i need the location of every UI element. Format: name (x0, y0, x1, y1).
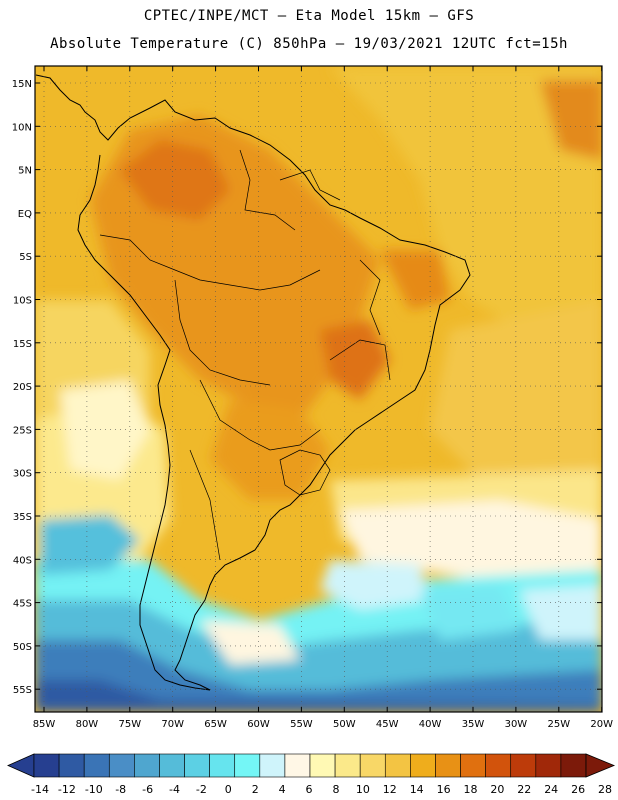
colorbar-label: 4 (279, 783, 286, 796)
colorbar-label: 22 (517, 783, 531, 796)
lat-label: 45S (13, 599, 32, 610)
lon-label: 45W (376, 719, 399, 730)
colorbar-swatch (234, 753, 261, 778)
lon-label: 65W (204, 719, 227, 730)
colorbar-swatch (410, 753, 436, 778)
colorbar-label: -14 (31, 783, 49, 796)
colorbar-label: 6 (306, 783, 313, 796)
colorbar-label: 24 (544, 783, 558, 796)
colorbar-label: 26 (571, 783, 585, 796)
colorbar-swatch (359, 753, 386, 778)
colorbar-label: 18 (464, 783, 478, 796)
colorbar-label: 20 (490, 783, 504, 796)
latitude-axis: 15N 10N 5N EQ 5S 10S 15S 20S 25S 30S 35S 40S 45S 50S 5… (12, 79, 602, 696)
colorbar-swatch (159, 753, 185, 778)
lat-label: 25S (13, 425, 32, 436)
colorbar-label: -2 (196, 783, 207, 796)
colorbar-swatch (485, 753, 512, 778)
lat-label: 20S (13, 382, 32, 393)
colorbar-swatch (209, 753, 236, 778)
lon-label: 30W (505, 719, 528, 730)
lat-label: 35S (13, 512, 32, 523)
lat-label: EQ (18, 209, 32, 220)
coastlines (35, 74, 471, 691)
longitude-axis: 85W 80W 75W 70W 65W 60W 55W 50W 45W 40W 35W 30W 25W 2… (33, 66, 613, 730)
colorbar-swatch (284, 753, 311, 778)
lat-label: 15S (13, 339, 32, 350)
colorbar-label: -8 (115, 783, 126, 796)
colorbar-label: 16 (437, 783, 451, 796)
lat-label: 55S (13, 685, 32, 696)
colorbar-label: 2 (252, 783, 259, 796)
colorbar-label: 28 (598, 783, 612, 796)
colorbar-label: -6 (142, 783, 153, 796)
colorbar-swatch (108, 753, 135, 778)
lon-label: 35W (462, 719, 485, 730)
colorbar-swatch (83, 753, 110, 778)
colorbar-label: -12 (58, 783, 76, 796)
lat-label: 15N (12, 79, 32, 90)
colorbar-swatch (134, 753, 160, 778)
colorbar-swatch (560, 753, 587, 778)
lat-label: 5S (19, 252, 32, 263)
colorbar-label: 12 (383, 783, 397, 796)
colorbar-label: 14 (410, 783, 424, 796)
map-title-line-1: CPTEC/INPE/MCT – Eta Model 15km – GFS (143, 8, 475, 24)
lon-label: 75W (118, 719, 141, 730)
lon-label: 55W (290, 719, 313, 730)
map-title-line-2: Absolute Temperature (C) 850hPa – 19/03/… (50, 36, 568, 52)
colorbar-swatch (384, 753, 411, 778)
colorbar-label: -10 (85, 783, 103, 796)
lat-label: 10N (12, 122, 32, 133)
colorbar-swatch (535, 753, 562, 778)
lat-label: 5N (18, 166, 32, 177)
lon-label: 60W (247, 719, 270, 730)
lon-label: 80W (76, 719, 99, 730)
lon-label: 20W (590, 719, 613, 730)
lon-label: 70W (161, 719, 184, 730)
colorbar-swatch (33, 753, 60, 778)
lat-label: 40S (13, 555, 32, 566)
lat-label: 30S (13, 469, 32, 480)
colorbar-swatch (334, 753, 361, 778)
colorbar-min-arrow (7, 753, 35, 778)
colorbar-label: 8 (333, 783, 340, 796)
lon-label: 50W (333, 719, 356, 730)
colorbar-swatch (435, 753, 461, 778)
colorbar-label: 0 (225, 783, 232, 796)
temperature-colorbar: -14 -12 -10 -8 -6 -4 -2 0 2 4 6 8 10 12 14 16 18 20 22 24 26… (7, 753, 616, 796)
colorbar-label: -4 (169, 783, 180, 796)
colorbar-swatch (58, 753, 85, 778)
colorbar-swatch (510, 753, 537, 778)
colorbar-swatch (184, 753, 210, 778)
colorbar-label: 10 (356, 783, 370, 796)
lat-label: 50S (13, 642, 32, 653)
lon-label: 25W (547, 719, 570, 730)
lon-label: 40W (419, 719, 442, 730)
map-frame (34, 65, 603, 713)
lon-label: 85W (33, 719, 56, 730)
colorbar-max-arrow (585, 753, 616, 778)
colorbar-swatch (309, 753, 336, 778)
lat-label: 10S (13, 296, 32, 307)
colorbar-swatch (259, 753, 286, 778)
colorbar-swatch (460, 753, 486, 778)
temperature-field (35, 66, 602, 712)
